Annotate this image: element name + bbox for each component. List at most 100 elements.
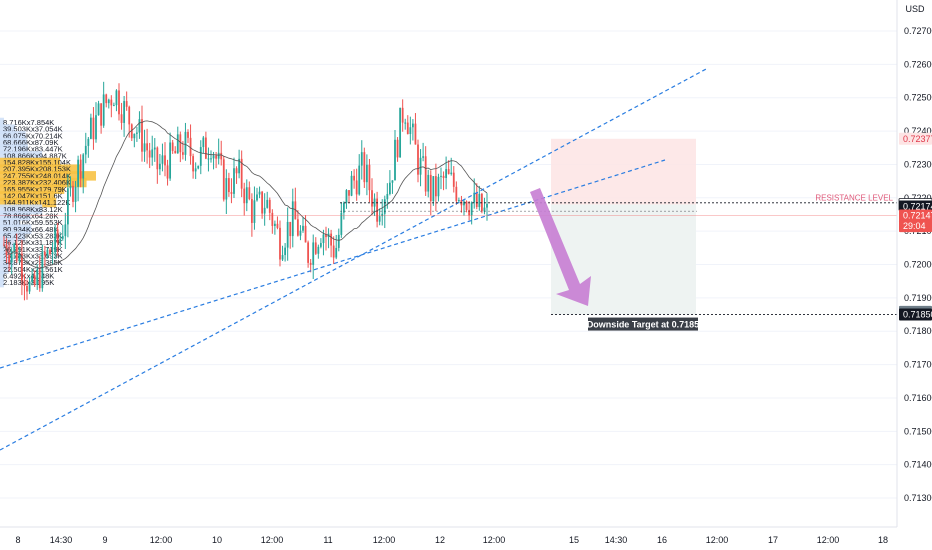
candle-body [404,122,407,124]
volume-bar [0,177,87,188]
time-tick-label: 11 [323,535,332,545]
candle-body [463,201,465,206]
volume-bar [0,131,26,141]
candle-body [28,281,31,292]
candle-body [100,103,103,126]
time-tick-label: 12 [435,535,445,545]
drawing-lines[interactable] [0,67,897,451]
candle-body [51,252,54,255]
candle-body [225,178,228,200]
plot-area [0,0,897,527]
candle-body [64,224,67,237]
price-axis-bg [897,0,932,550]
volume-bar [0,277,4,288]
candle-body [148,150,151,158]
candle-body [115,90,118,106]
downside-arrow[interactable] [530,188,591,306]
volume-bar [0,271,4,281]
candle-body [238,158,241,174]
candle-body [455,186,458,202]
candle-body [212,155,215,159]
candle-body [192,156,195,172]
candle-body [302,225,304,231]
candle-body [450,172,453,174]
currency-label: USD [905,4,925,14]
candle-body [151,149,154,158]
price-badge [899,200,932,213]
time-tick-label: 12:00 [150,535,173,545]
candle-body [399,107,402,158]
candle-body [197,165,200,169]
candle-body [240,158,243,189]
volume-label: 142.047Kx151.6K [3,191,63,200]
candle-body [307,242,310,263]
time-tick-label: 12:00 [261,535,284,545]
candle-body [432,176,435,202]
candle-body [31,275,34,282]
candle-body [120,114,123,123]
candle-body [475,192,478,208]
candle-body [97,103,100,116]
volume-bar [0,171,96,181]
candle-body [256,194,258,201]
candle-body [118,90,120,115]
price-badge-label: 0.72147 [903,210,932,220]
candle-body [289,221,292,237]
candle-body [207,158,210,160]
candle-body [171,142,174,151]
candle-body [284,247,287,256]
volume-label: 22.504Kx20.561K [3,265,63,274]
candle-body [125,101,128,107]
candle-body [473,192,476,203]
candle-body [38,269,41,289]
target-label: Downside Target at 0.7185 [587,320,699,330]
candle-body [235,168,238,174]
trend-line-upper [0,67,709,451]
candle-body [281,255,284,260]
time-tick-label: 15 [569,535,579,545]
volume-bar [0,231,26,241]
candle-body [164,155,166,166]
candle-body [8,255,11,263]
time-tick-label: 14:30 [605,535,628,545]
candle-body [342,202,345,213]
candle-body [319,243,322,247]
candle-body [386,193,389,200]
candle-body [437,176,440,197]
candle-body [360,152,363,166]
volume-bar [0,251,10,261]
candle-body [181,152,184,155]
resistance-label: RESISTANCE LEVEL [815,193,893,202]
volume-bar [0,211,31,221]
volume-bar [0,157,60,168]
candle-body [210,158,212,160]
candle-body [77,159,80,187]
candle-body [388,182,391,194]
candle-body [128,106,131,125]
time-tick-label: 12:00 [706,535,729,545]
volume-label: 65.423Kx53.283K [3,231,63,240]
candle-body [345,190,348,203]
candle-body [268,199,271,213]
candle-body [376,198,379,222]
volume-bar [0,191,56,201]
candle-body [92,117,95,140]
candle-body [49,249,51,255]
volume-bar [0,144,28,154]
candle-body [353,175,356,181]
volume-label: 66.075Kx70.214K [3,131,63,140]
time-axis[interactable]: 8 14:30 9 12:00 10 12:00 11 12:00 12 12:00 15 14:30… [0,526,932,550]
candle-body [266,199,269,208]
candle-body [89,117,92,139]
candle-body [312,242,315,265]
price-badge [899,132,932,145]
candle-body [411,123,414,128]
candle-body [355,180,358,195]
